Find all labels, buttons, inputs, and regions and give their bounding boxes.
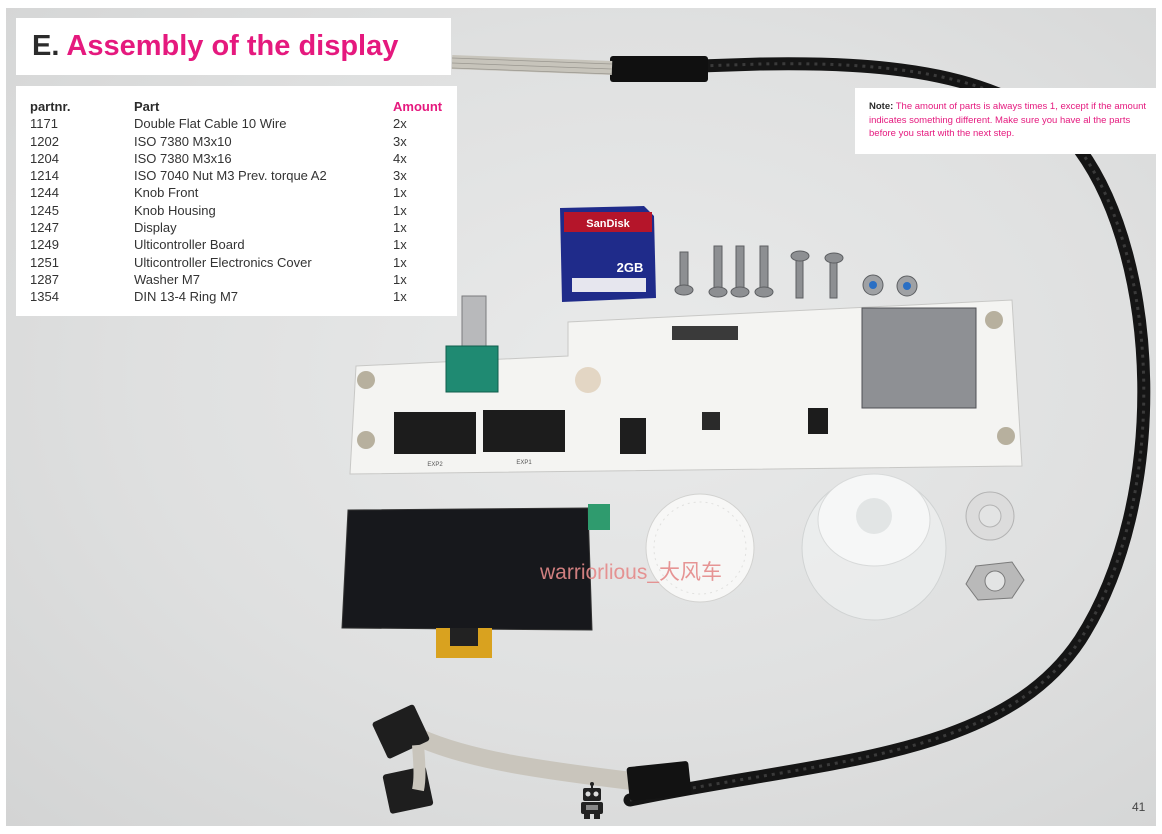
connector-right-label: EXP1: [516, 460, 532, 466]
cell-part: Knob Front: [134, 185, 199, 201]
knob-housing-icon: [801, 473, 947, 621]
cell-amount: 4x: [393, 150, 407, 166]
table-row: 1247 Display 1x: [30, 219, 453, 236]
connector-left-label: EXP2: [427, 462, 443, 468]
washer-icon: [965, 491, 1015, 541]
table-row: 1354 DIN 13-4 Ring M7 1x: [30, 288, 453, 305]
table-row: 1171 Double Flat Cable 10 Wire 2x: [30, 115, 453, 132]
cell-partnr: 1214: [30, 168, 59, 184]
knob-front-icon: [645, 493, 755, 603]
table-row: 1202 ISO 7380 M3x10 3x: [30, 133, 453, 150]
sd-card-icon: SanDisk 2GB: [560, 206, 656, 302]
cell-part: Ulticontroller Electronics Cover: [134, 254, 312, 270]
cell-part: Washer M7: [134, 271, 200, 287]
sd-brand-label: SanDisk: [586, 218, 630, 230]
cell-amount: 2x: [393, 116, 407, 132]
cell-part: Display: [134, 220, 177, 236]
table-row: 1204 ISO 7380 M3x16 4x: [30, 150, 453, 167]
cell-amount: 1x: [393, 254, 407, 270]
flat-cable-icon: [372, 704, 692, 814]
cell-part: DIN 13-4 Ring M7: [134, 289, 239, 305]
title-box: E. Assembly of the display: [16, 18, 451, 75]
cell-partnr: 1354: [30, 289, 59, 305]
cell-amount: 1x: [393, 185, 407, 201]
cell-part: ISO 7040 Nut M3 Prev. torque A2: [134, 168, 327, 184]
display-icon: [341, 504, 610, 658]
table-row: 1287 Washer M7 1x: [30, 271, 453, 288]
braided-cable-icon: [451, 55, 1151, 807]
table-row: 1244 Knob Front 1x: [30, 184, 453, 201]
cell-part: Ulticontroller Board: [134, 237, 245, 253]
cell-partnr: 1204: [30, 150, 59, 166]
note-box: Note: The amount of parts is always time…: [855, 88, 1161, 154]
table-row: 1214 ISO 7040 Nut M3 Prev. torque A2 3x: [30, 167, 453, 184]
cell-amount: 1x: [393, 271, 407, 287]
note-label: Note:: [869, 101, 894, 112]
cell-partnr: 1249: [30, 237, 59, 253]
cell-amount: 3x: [393, 168, 407, 184]
header-part: Part: [134, 99, 160, 114]
cell-partnr: 1171: [30, 116, 58, 132]
sd-capacity-label: 2GB: [617, 260, 644, 275]
cell-amount: 3x: [393, 133, 407, 149]
parts-table: partnr. Part Amount 1171 Double Flat Cabl…: [30, 98, 453, 306]
cell-amount: 1x: [393, 237, 407, 253]
cell-part: ISO 7380 M3x10: [134, 133, 232, 149]
rotary-encoder-icon: [445, 295, 499, 393]
section-title: Assembly of the display: [66, 30, 399, 62]
cell-amount: 1x: [393, 220, 407, 236]
table-row: 1251 Ulticontroller Electronics Cover 1x: [30, 254, 453, 271]
table-header-row: partnr. Part Amount: [30, 98, 453, 115]
note-text: Note: The amount of parts is always time…: [869, 100, 1155, 141]
table-row: 1245 Knob Housing 1x: [30, 202, 453, 219]
cell-amount: 1x: [393, 289, 407, 305]
cell-part: Double Flat Cable 10 Wire: [134, 116, 287, 132]
robot-logo-icon: [581, 782, 603, 819]
cell-partnr: 1247: [30, 220, 59, 236]
header-partnr: partnr.: [30, 99, 71, 114]
cell-part: ISO 7380 M3x16: [134, 150, 232, 166]
cell-partnr: 1245: [30, 202, 59, 218]
page-number: 41: [1132, 800, 1146, 814]
cell-partnr: 1244: [30, 185, 59, 201]
watermark: warriorlious_大风车: [540, 561, 723, 584]
cell-amount: 1x: [393, 202, 407, 218]
nuts-icon: [862, 274, 918, 297]
screws-icon: [674, 245, 844, 299]
ulticontroller-board-icon: EXP2 EXP1: [349, 299, 1023, 475]
cell-partnr: 1202: [30, 133, 59, 149]
ring-nut-icon: [965, 561, 1025, 601]
page-title: E. Assembly of the display: [32, 30, 398, 63]
cell-partnr: 1287: [30, 271, 59, 287]
parts-table-box: partnr. Part Amount 1171 Double Flat Cabl…: [16, 86, 457, 316]
cell-partnr: 1251: [30, 254, 59, 270]
section-letter: E.: [32, 30, 60, 62]
header-amount: Amount: [393, 99, 443, 114]
cell-part: Knob Housing: [134, 202, 216, 218]
table-row: 1249 Ulticontroller Board 1x: [30, 236, 453, 253]
note-body: The amount of parts is always times 1, e…: [869, 101, 1147, 139]
